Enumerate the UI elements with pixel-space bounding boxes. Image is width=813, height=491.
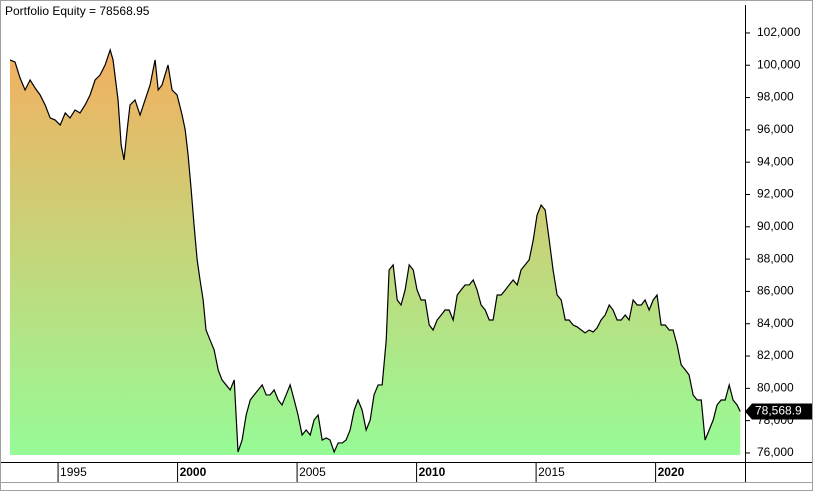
y-tick-label: 88,000 <box>757 251 794 265</box>
equity-line <box>9 47 741 454</box>
y-tick-label: 82,000 <box>757 348 794 362</box>
x-tick-label: 2005 <box>299 465 326 479</box>
x-tick-label: 2015 <box>538 465 565 479</box>
x-tick-label: 1995 <box>60 465 87 479</box>
y-tick-label: 76,000 <box>757 445 794 459</box>
chart-title: Portfolio Equity = 78568.95 <box>5 4 150 18</box>
y-tick-label: 90,000 <box>757 219 794 233</box>
last-value-box <box>745 403 812 420</box>
y-tick-label: 94,000 <box>757 154 794 168</box>
y-tick-label: 100,000 <box>757 57 801 71</box>
last-value-label: 78,568.9 <box>755 404 802 418</box>
x-tick-label: 2000 <box>180 465 207 479</box>
equity-area <box>10 49 741 455</box>
y-tick-label: 80,000 <box>757 381 794 395</box>
x-tick-label: 2020 <box>658 465 685 479</box>
y-tick-label: 86,000 <box>757 284 794 298</box>
x-tick-label: 2010 <box>419 465 446 479</box>
last-value-tag: 78,568.9 <box>745 403 812 420</box>
y-tick-label: 92,000 <box>757 187 794 201</box>
y-tick-label: 84,000 <box>757 316 794 330</box>
y-tick-label: 102,000 <box>757 25 801 39</box>
y-tick-label: 98,000 <box>757 90 794 104</box>
y-tick-label: 96,000 <box>757 122 794 136</box>
